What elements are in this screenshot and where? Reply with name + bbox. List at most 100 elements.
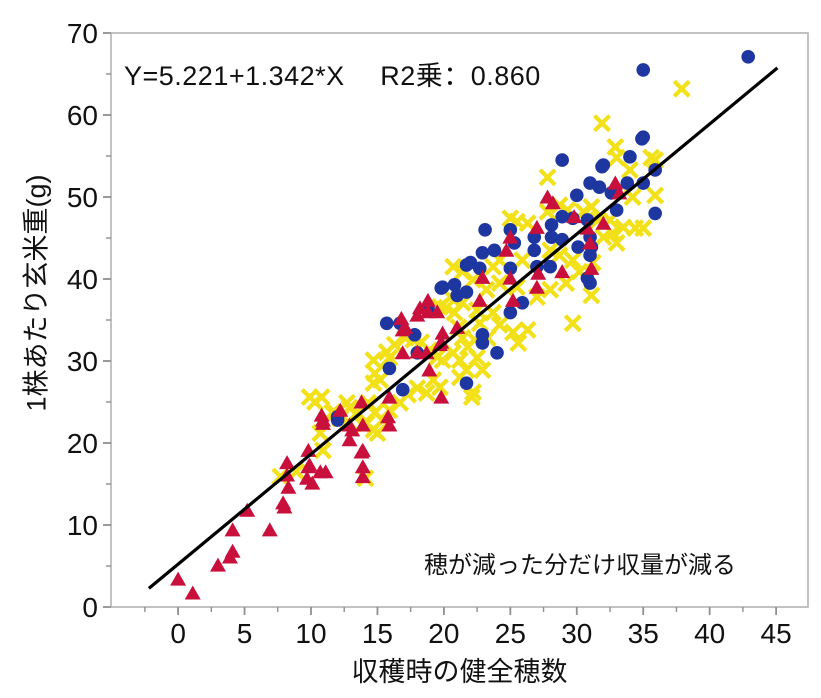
data-point-red-triangles <box>314 412 331 427</box>
data-point-blue-circles <box>459 285 474 299</box>
data-point-blue-circles <box>636 63 651 77</box>
data-point-red-triangles <box>280 479 297 494</box>
data-point-red-triangles <box>394 345 411 360</box>
data-point-yellow-crosses <box>490 315 509 334</box>
data-point-yellow-crosses <box>368 424 387 443</box>
data-point-red-triangles <box>433 334 450 349</box>
data-point-yellow-crosses <box>430 378 449 397</box>
data-point-red-triangles <box>184 585 201 600</box>
data-point-yellow-crosses <box>462 388 481 407</box>
data-point-red-triangles <box>341 432 358 447</box>
data-point-red-triangles <box>304 475 321 490</box>
data-point-yellow-crosses <box>408 379 427 398</box>
x-tick-label: 25 <box>495 618 526 649</box>
annotation-text: 穂が減った分だけ収量が減る <box>424 552 736 579</box>
data-point-red-triangles <box>433 389 450 404</box>
data-point-blue-circles <box>379 316 394 331</box>
data-point-red-triangles <box>354 459 371 474</box>
y-tick-label: 40 <box>67 264 98 295</box>
data-point-yellow-crosses <box>501 209 520 228</box>
data-point-yellow-crosses <box>385 335 404 354</box>
data-point-red-triangles <box>474 269 491 284</box>
x-tick-label: 35 <box>628 618 659 649</box>
data-point-blue-circles <box>543 259 557 274</box>
y-tick-label: 20 <box>67 428 98 459</box>
data-point-red-triangles <box>421 362 438 377</box>
data-point-red-triangles <box>504 292 521 307</box>
data-point-blue-circles <box>475 245 490 260</box>
data-point-red-triangles <box>397 319 414 334</box>
data-point-blue-circles <box>487 243 502 258</box>
y-tick-label: 70 <box>67 18 98 49</box>
regression-equation-label: Y=5.221+1.342*X R2乗：0.860 <box>124 61 541 91</box>
x-tick-label: 30 <box>561 618 592 649</box>
x-tick-label: 5 <box>237 618 253 649</box>
data-point-yellow-crosses <box>620 160 639 179</box>
data-point-yellow-crosses <box>450 351 469 370</box>
data-point-yellow-crosses <box>607 148 626 167</box>
y-tick-label: 50 <box>67 182 98 213</box>
data-point-blue-circles <box>459 376 474 390</box>
data-point-yellow-crosses <box>538 168 557 187</box>
data-point-yellow-crosses <box>444 257 463 276</box>
data-point-blue-circles <box>636 176 651 190</box>
data-point-blue-circles <box>544 230 559 244</box>
data-point-yellow-crosses <box>513 251 532 270</box>
data-point-blue-circles <box>741 49 756 64</box>
data-point-blue-circles <box>636 130 651 144</box>
x-tick-label: 40 <box>694 618 725 649</box>
data-point-yellow-crosses <box>563 314 582 333</box>
data-point-red-triangles <box>380 409 397 424</box>
x-axis-title: 収穫時の健全穂数 <box>351 657 568 687</box>
data-point-red-triangles <box>498 242 515 257</box>
data-point-yellow-crosses <box>582 286 601 305</box>
data-point-red-triangles <box>332 402 349 417</box>
data-point-red-triangles <box>434 325 451 340</box>
x-tick-label: 45 <box>761 618 792 649</box>
data-point-yellow-crosses <box>550 246 569 265</box>
data-point-yellow-crosses <box>646 186 665 205</box>
data-point-yellow-crosses <box>417 383 436 402</box>
data-point-blue-circles <box>648 206 662 221</box>
data-point-red-triangles <box>224 543 241 558</box>
data-point-blue-circles <box>527 243 542 258</box>
data-point-yellow-crosses <box>672 79 691 98</box>
data-point-yellow-crosses <box>634 219 653 238</box>
data-point-yellow-crosses <box>541 241 560 260</box>
data-point-red-triangles <box>502 229 519 244</box>
data-point-red-triangles <box>276 499 293 514</box>
data-point-blue-circles <box>544 218 559 232</box>
data-point-red-triangles <box>566 209 583 224</box>
data-point-red-triangles <box>579 220 596 235</box>
data-point-yellow-crosses <box>380 401 399 420</box>
data-point-yellow-crosses <box>380 348 399 367</box>
data-point-red-triangles <box>317 464 334 479</box>
data-point-blue-circles <box>583 276 597 290</box>
data-point-blue-circles <box>571 240 585 254</box>
data-point-blue-circles <box>503 305 518 320</box>
data-point-red-triangles <box>554 264 571 279</box>
y-tick-label: 0 <box>82 592 98 623</box>
data-point-yellow-crosses <box>509 333 528 352</box>
y-tick-label: 30 <box>67 346 98 377</box>
data-point-yellow-crosses <box>313 441 332 460</box>
data-point-blue-circles <box>490 346 504 360</box>
data-point-blue-circles <box>503 261 518 276</box>
data-point-yellow-crosses <box>312 388 331 407</box>
data-point-yellow-crosses <box>468 348 487 367</box>
x-tick-label: 10 <box>295 618 326 649</box>
data-point-red-triangles <box>261 522 278 537</box>
data-point-yellow-crosses <box>593 114 612 133</box>
data-point-red-triangles <box>381 417 398 432</box>
data-point-blue-circles <box>472 261 487 276</box>
data-point-red-triangles <box>502 270 519 285</box>
y-axis-title: 1株あたり玄米重(g) <box>21 174 52 412</box>
data-point-red-triangles <box>354 417 371 432</box>
data-point-blue-circles <box>609 203 624 217</box>
data-point-blue-circles <box>555 153 569 167</box>
data-point-yellow-crosses <box>594 228 613 247</box>
data-point-red-triangles <box>239 502 256 517</box>
data-point-yellow-crosses <box>371 370 390 389</box>
data-point-blue-circles <box>596 158 611 172</box>
